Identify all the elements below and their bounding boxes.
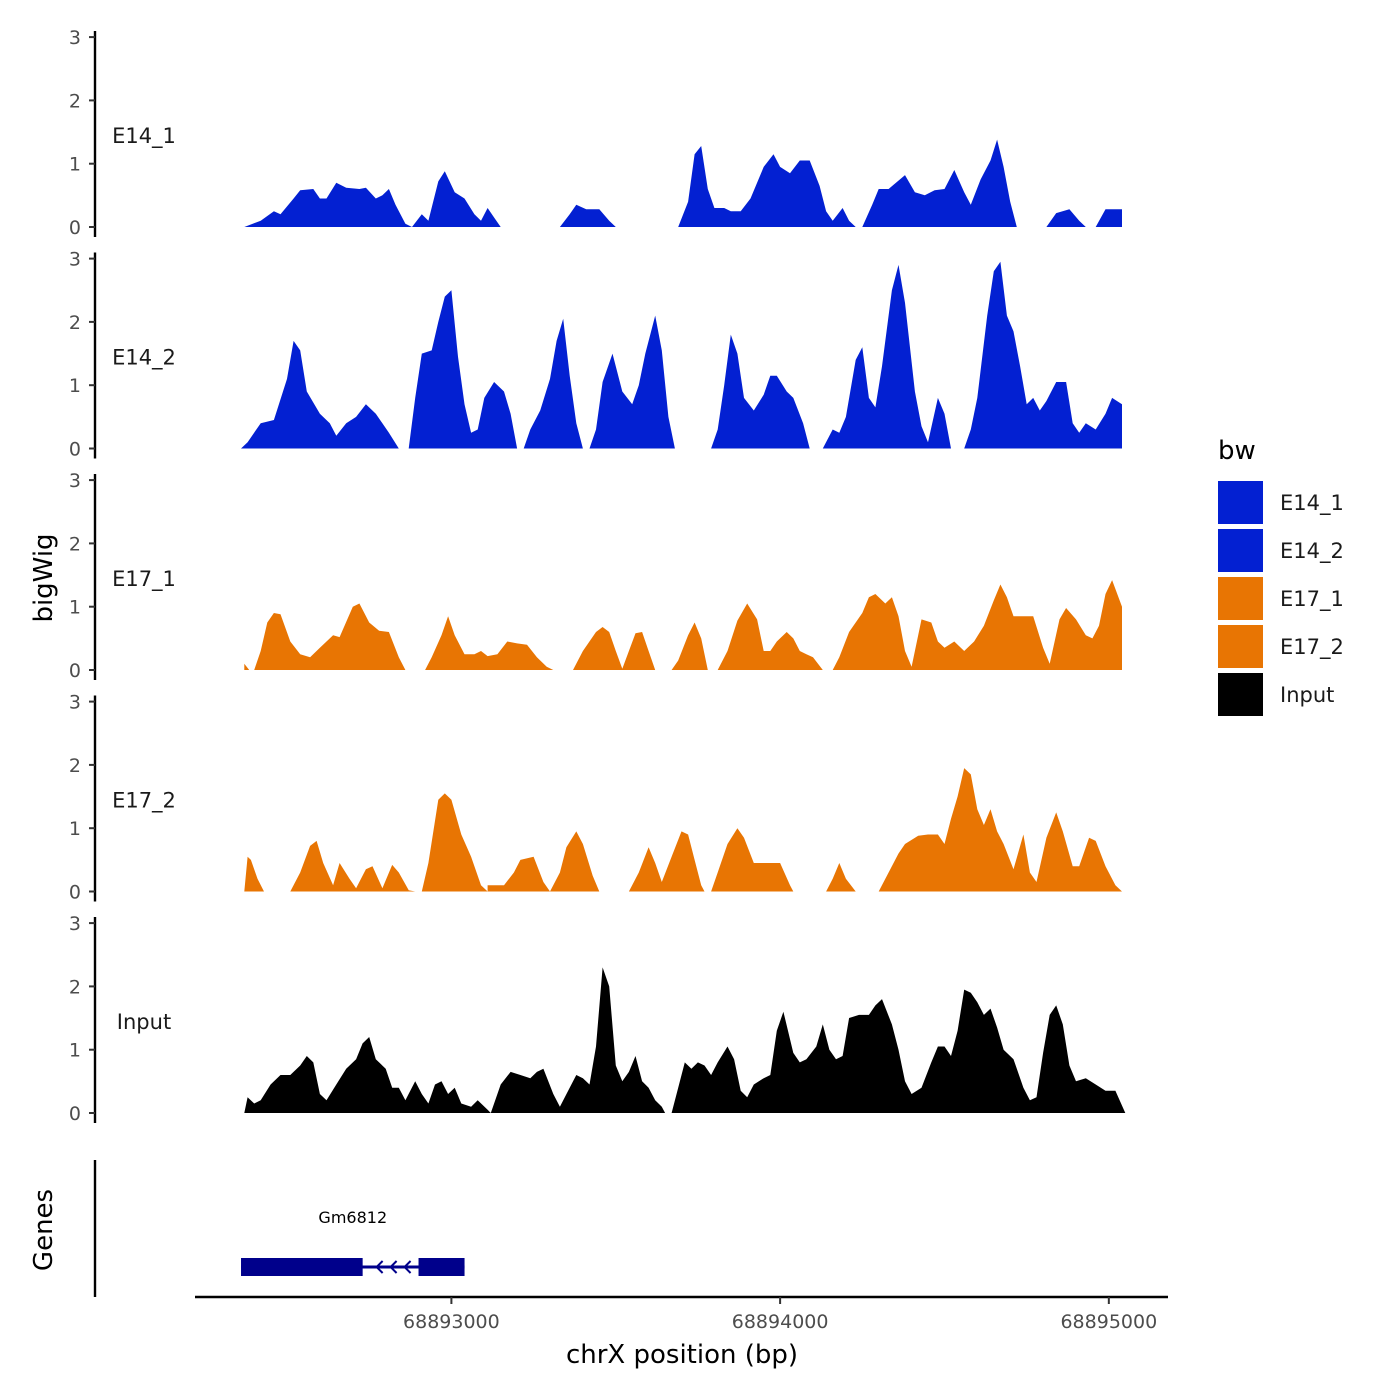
- legend-swatch: [1218, 481, 1263, 524]
- y-tick-label: 3: [69, 27, 81, 49]
- y-tick-label: 3: [69, 692, 81, 714]
- x-tick-label: 68894000: [732, 1311, 829, 1333]
- x-tick-label: 68893000: [403, 1311, 500, 1333]
- legend-swatch: [1218, 625, 1263, 668]
- genes-axis-title: Genes: [29, 1189, 59, 1271]
- x-axis: 68893000 68894000 68895000: [195, 1295, 1168, 1333]
- legend-swatch: [1218, 577, 1263, 620]
- legend-label: Input: [1280, 683, 1334, 707]
- track-area-e17_2: [244, 768, 1123, 892]
- track-label: E14_2: [112, 346, 176, 371]
- y-tick-label: 0: [69, 660, 81, 682]
- y-tick-label: 2: [69, 755, 81, 777]
- track-label: E17_1: [112, 567, 176, 592]
- track-area-e17_1: [244, 580, 1123, 670]
- track-e14_2: 0 1 2 3 E14_2: [69, 249, 1122, 461]
- y-tick-label: 2: [69, 976, 81, 998]
- y-tick-label: 1: [69, 597, 81, 619]
- strand-arrow: [403, 1260, 412, 1274]
- legend-label: E17_2: [1280, 635, 1344, 660]
- legend-swatch: [1218, 673, 1263, 716]
- y-axis-title: bigWig: [29, 533, 59, 622]
- y-tick-label: 3: [69, 913, 81, 935]
- track-label: Input: [117, 1010, 171, 1034]
- track-area-e14_1: [244, 139, 1123, 227]
- legend-title: bw: [1218, 436, 1256, 466]
- track-e14_1: 0 1 2 3 E14_1: [69, 27, 1123, 239]
- legend: E14_1 E14_2 E17_1 E17_2 Input: [1218, 481, 1344, 716]
- track-e17_2: 0 1 2 3 E17_2: [69, 692, 1123, 904]
- y-tick-label: 1: [69, 818, 81, 840]
- legend-entry-e17_2: E17_2: [1218, 625, 1344, 668]
- track-label: E17_2: [112, 789, 176, 814]
- legend-label: E14_2: [1280, 539, 1344, 564]
- legend-entry-input: Input: [1218, 673, 1334, 716]
- y-tick-label: 0: [69, 217, 81, 239]
- gene-gm6812: Gm6812: [241, 1208, 465, 1276]
- gene-name-label: Gm6812: [318, 1208, 387, 1227]
- genes-panel: Gm6812: [93, 1160, 465, 1297]
- y-tick-label: 3: [69, 249, 81, 271]
- y-tick-label: 1: [69, 375, 81, 397]
- track-area-e14_2: [241, 261, 1122, 449]
- y-tick-label: 0: [69, 439, 81, 461]
- y-tick-label: 3: [69, 470, 81, 492]
- x-axis-title: chrX position (bp): [566, 1340, 798, 1370]
- legend-entry-e14_1: E14_1: [1218, 481, 1344, 524]
- x-tick-label: 68895000: [1060, 1311, 1157, 1333]
- y-tick-label: 0: [69, 1103, 81, 1125]
- track-area-input: [244, 967, 1126, 1113]
- legend-label: E17_1: [1280, 587, 1344, 612]
- gene-exon: [418, 1258, 465, 1276]
- y-tick-label: 1: [69, 1040, 81, 1062]
- strand-arrow: [389, 1260, 398, 1274]
- y-tick-label: 2: [69, 312, 81, 334]
- y-tick-label: 0: [69, 882, 81, 904]
- legend-label: E14_1: [1280, 491, 1344, 516]
- y-tick-label: 2: [69, 90, 81, 112]
- strand-arrow: [375, 1260, 384, 1274]
- track-e17_1: 0 1 2 3 E17_1: [69, 470, 1123, 682]
- legend-swatch: [1218, 529, 1263, 572]
- gene-exon: [241, 1258, 363, 1276]
- y-tick-label: 1: [69, 154, 81, 176]
- y-tick-label: 2: [69, 533, 81, 555]
- legend-entry-e14_2: E14_2: [1218, 529, 1344, 572]
- track-input: 0 1 2 3 Input: [69, 913, 1126, 1125]
- signal-tracks: 0 1 2 3 E14_1 0 1 2 3 E14_2 0 1 2 3 E17_1 0 1 2 3 E17_2 0 1 2 3…: [69, 27, 1126, 1125]
- legend-entry-e17_1: E17_1: [1218, 577, 1344, 620]
- track-label: E14_1: [112, 124, 176, 149]
